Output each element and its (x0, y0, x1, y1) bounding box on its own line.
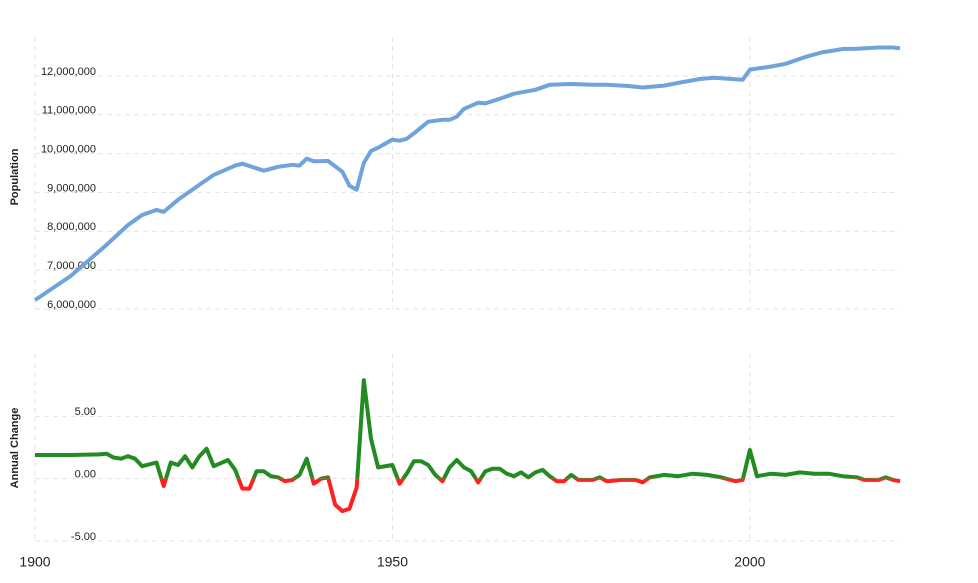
y-axis-label: Population (9, 148, 21, 205)
y-tick-label: -5.00 (71, 531, 96, 543)
y-tick-label: 10,000,000 (41, 143, 96, 155)
y-tick-label: 0.00 (75, 469, 96, 481)
positive-line (35, 378, 898, 479)
y-tick-label: 8,000,000 (47, 221, 96, 233)
x-tick-label: 1950 (377, 554, 408, 570)
negative-line (159, 478, 901, 514)
y-axis-label: Annual Change (9, 408, 21, 489)
data-line (33, 45, 901, 302)
y-tick-label: 12,000,000 (41, 66, 96, 78)
x-tick-label: 2000 (734, 554, 765, 570)
y-tick-label: 6,000,000 (47, 299, 96, 311)
y-tick-label: 5.00 (75, 406, 96, 418)
y-tick-label: 11,000,000 (42, 105, 96, 117)
y-tick-label: 9,000,000 (47, 182, 96, 194)
x-tick-label: 1900 (19, 554, 50, 570)
